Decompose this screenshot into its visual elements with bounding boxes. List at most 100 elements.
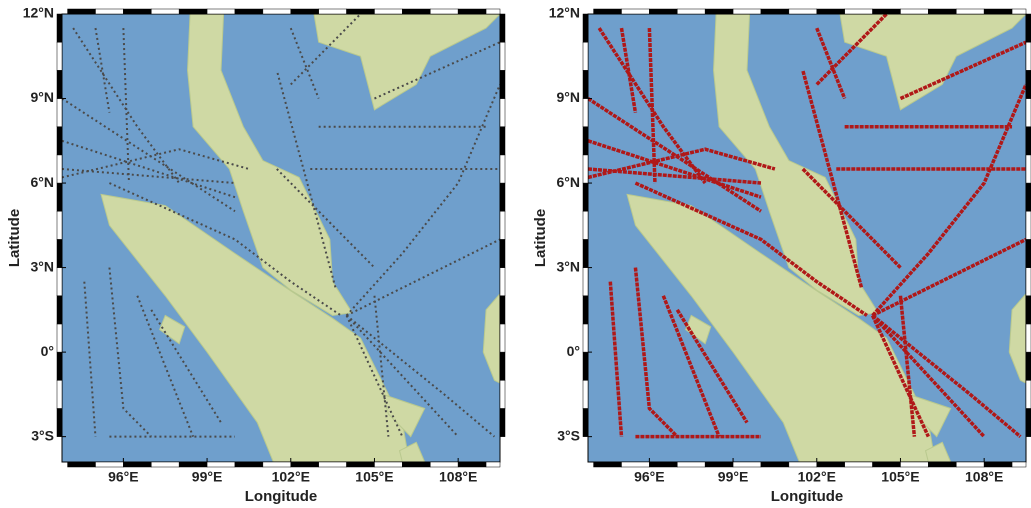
frame-segment (789, 9, 817, 14)
frame-segment (649, 9, 677, 14)
frame-segment (1026, 239, 1031, 267)
x-tick-label: 105°E (881, 469, 919, 485)
frame-segment (817, 9, 845, 14)
frame-segment (1026, 352, 1031, 380)
frame-segment (402, 462, 430, 467)
frame-segment (761, 9, 789, 14)
frame-segment (583, 99, 588, 127)
x-tick-label: 99°E (192, 469, 223, 485)
frame-segment (583, 380, 588, 408)
map-panel: 96°E99°E102°E105°E108°E3°S0°3°N6°N9°N12°… (6, 5, 506, 505)
frame-segment (500, 408, 505, 436)
frame-segment (57, 42, 62, 70)
frame-segment (500, 239, 505, 267)
frame-segment (1026, 99, 1031, 127)
frame-segment (1012, 462, 1026, 467)
frame-segment (1026, 127, 1031, 155)
frame-segment (817, 462, 845, 467)
frame-segment (291, 462, 319, 467)
frame-segment (235, 462, 263, 467)
frame-segment (486, 9, 500, 14)
frame-segment (500, 183, 505, 211)
frame-segment (900, 462, 928, 467)
frame-segment (486, 462, 500, 467)
x-axis-label: Longitude (245, 488, 317, 505)
frame-segment (68, 462, 96, 467)
map-panel: 96°E99°E102°E105°E108°E3°S0°3°N6°N9°N12°… (532, 5, 1031, 505)
frame-segment (1026, 42, 1031, 70)
y-tick-label: 12°N (23, 5, 54, 21)
frame-segment (123, 462, 151, 467)
frame-segment (151, 9, 179, 14)
frame-segment (500, 380, 505, 408)
frame-segment (583, 127, 588, 155)
frame-segment (705, 462, 733, 467)
frame-segment (956, 9, 984, 14)
y-tick-label: 9°N (557, 89, 581, 105)
frame-segment (928, 462, 956, 467)
frame-segment (1012, 9, 1026, 14)
frame-segment (57, 211, 62, 239)
y-tick-label: 6°N (31, 174, 55, 190)
frame-segment (263, 462, 291, 467)
frame-segment (583, 14, 588, 42)
frame-segment (57, 99, 62, 127)
frame-segment (500, 211, 505, 239)
frame-segment (207, 9, 235, 14)
y-tick-label: 6°N (557, 174, 581, 190)
frame-segment (500, 155, 505, 183)
x-tick-label: 96°E (108, 469, 139, 485)
frame-segment (57, 408, 62, 436)
y-tick-label: 9°N (31, 89, 55, 105)
frame-segment (845, 9, 873, 14)
frame-segment (500, 42, 505, 70)
frame-segment (235, 9, 263, 14)
frame-segment (458, 462, 486, 467)
map-area (588, 8, 1031, 470)
y-tick-label: 3°S (31, 427, 54, 443)
frame-segment (57, 155, 62, 183)
frame-segment (984, 9, 1012, 14)
frame-segment (845, 462, 873, 467)
y-axis-label: Latitude (532, 209, 549, 267)
x-tick-label: 96°E (634, 469, 665, 485)
y-tick-label: 3°S (557, 427, 580, 443)
frame-segment (1026, 183, 1031, 211)
frame-segment (649, 462, 677, 467)
x-tick-label: 102°E (798, 469, 836, 485)
frame-segment (319, 462, 347, 467)
frame-segment (500, 70, 505, 98)
frame-segment (1026, 296, 1031, 324)
frame-segment (57, 352, 62, 380)
x-tick-label: 108°E (439, 469, 477, 485)
frame-segment (57, 380, 62, 408)
frame-segment (621, 9, 649, 14)
frame-segment (705, 9, 733, 14)
frame-segment (900, 9, 928, 14)
frame-segment (151, 462, 179, 467)
frame-segment (57, 268, 62, 296)
frame-segment (583, 352, 588, 380)
x-tick-label: 99°E (718, 469, 749, 485)
frame-segment (1026, 155, 1031, 183)
frame-segment (500, 14, 505, 42)
frame-segment (430, 462, 458, 467)
x-tick-label: 105°E (355, 469, 393, 485)
frame-segment (402, 9, 430, 14)
frame-segment (347, 462, 375, 467)
frame-segment (374, 9, 402, 14)
frame-segment (873, 9, 901, 14)
frame-segment (733, 9, 761, 14)
frame-segment (1026, 324, 1031, 352)
x-tick-label: 102°E (272, 469, 310, 485)
frame-segment (583, 239, 588, 267)
y-axis-label: Latitude (6, 209, 23, 267)
x-axis-label: Longitude (771, 488, 843, 505)
frame-segment (789, 462, 817, 467)
y-tick-label: 3°N (31, 258, 55, 274)
frame-segment (583, 211, 588, 239)
frame-segment (583, 155, 588, 183)
frame-segment (583, 324, 588, 352)
y-tick-label: 0° (567, 343, 580, 359)
frame-segment (873, 462, 901, 467)
